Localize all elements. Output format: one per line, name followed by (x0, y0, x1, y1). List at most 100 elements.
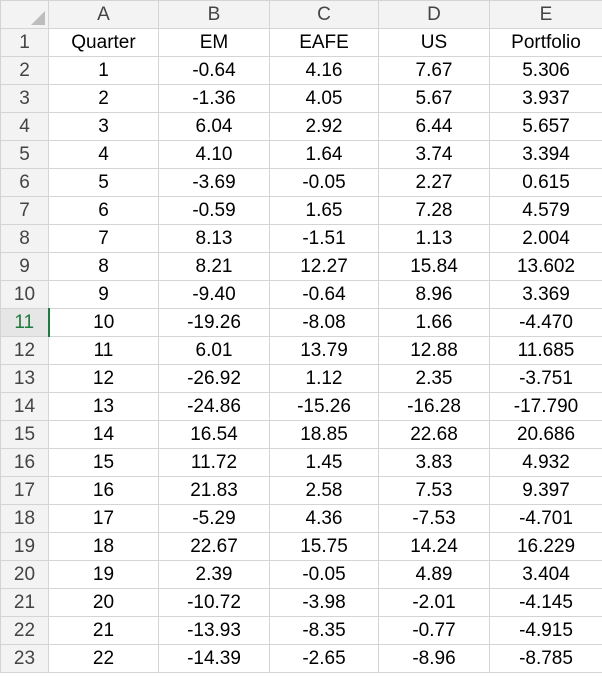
cell-em[interactable]: 8.13 (158, 224, 270, 253)
cell-header-quarter[interactable]: Quarter (48, 28, 159, 57)
row-header[interactable]: 20 (0, 560, 49, 589)
cell-us[interactable]: 4.89 (378, 560, 490, 589)
cell-quarter[interactable]: 21 (48, 616, 159, 645)
cell-portfolio[interactable]: 5.657 (489, 112, 602, 141)
cell-eafe[interactable]: 1.45 (269, 448, 379, 477)
row-header[interactable]: 21 (0, 588, 49, 617)
column-header-a[interactable]: A (48, 0, 159, 29)
row-header[interactable]: 4 (0, 112, 49, 141)
column-header-e[interactable]: E (489, 0, 602, 29)
cell-us[interactable]: 3.83 (378, 448, 490, 477)
cell-em[interactable]: 6.01 (158, 336, 270, 365)
cell-em[interactable]: -19.26 (158, 308, 270, 337)
cell-eafe[interactable]: -3.98 (269, 588, 379, 617)
cell-eafe[interactable]: -0.64 (269, 280, 379, 309)
cell-em[interactable]: 4.10 (158, 140, 270, 169)
cell-em[interactable]: -14.39 (158, 644, 270, 673)
cell-us[interactable]: 15.84 (378, 252, 490, 281)
row-header[interactable]: 22 (0, 616, 49, 645)
row-header[interactable]: 8 (0, 224, 49, 253)
row-header[interactable]: 6 (0, 168, 49, 197)
cell-portfolio[interactable]: 20.686 (489, 420, 602, 449)
cell-quarter[interactable]: 1 (48, 56, 159, 85)
cell-us[interactable]: 12.88 (378, 336, 490, 365)
cell-us[interactable]: 7.53 (378, 476, 490, 505)
cell-quarter[interactable]: 10 (48, 308, 159, 337)
row-header[interactable]: 17 (0, 476, 49, 505)
cell-portfolio[interactable]: 4.579 (489, 196, 602, 225)
cell-portfolio[interactable]: 16.229 (489, 532, 602, 561)
cell-em[interactable]: 11.72 (158, 448, 270, 477)
row-header[interactable]: 9 (0, 252, 49, 281)
row-header[interactable]: 7 (0, 196, 49, 225)
cell-portfolio[interactable]: 11.685 (489, 336, 602, 365)
row-header[interactable]: 10 (0, 280, 49, 309)
cell-quarter[interactable]: 3 (48, 112, 159, 141)
cell-portfolio[interactable]: -4.470 (489, 308, 602, 337)
cell-em[interactable]: 22.67 (158, 532, 270, 561)
cell-eafe[interactable]: -8.08 (269, 308, 379, 337)
cell-eafe[interactable]: -0.05 (269, 560, 379, 589)
cell-eafe[interactable]: 2.92 (269, 112, 379, 141)
cell-portfolio[interactable]: 2.004 (489, 224, 602, 253)
select-all-corner[interactable] (0, 0, 49, 29)
cell-eafe[interactable]: 12.27 (269, 252, 379, 281)
cell-em[interactable]: 2.39 (158, 560, 270, 589)
cell-eafe[interactable]: 13.79 (269, 336, 379, 365)
cell-quarter[interactable]: 15 (48, 448, 159, 477)
row-header[interactable]: 5 (0, 140, 49, 169)
cell-quarter[interactable]: 17 (48, 504, 159, 533)
cell-us[interactable]: -0.77 (378, 616, 490, 645)
column-header-d[interactable]: D (378, 0, 490, 29)
cell-portfolio[interactable]: 13.602 (489, 252, 602, 281)
cell-us[interactable]: 1.66 (378, 308, 490, 337)
cell-eafe[interactable]: 4.05 (269, 84, 379, 113)
cell-us[interactable]: 22.68 (378, 420, 490, 449)
cell-portfolio[interactable]: 3.404 (489, 560, 602, 589)
cell-quarter[interactable]: 2 (48, 84, 159, 113)
cell-eafe[interactable]: 1.12 (269, 364, 379, 393)
cell-em[interactable]: 6.04 (158, 112, 270, 141)
cell-us[interactable]: -16.28 (378, 392, 490, 421)
cell-em[interactable]: -3.69 (158, 168, 270, 197)
row-header[interactable]: 1 (0, 28, 49, 57)
cell-eafe[interactable]: -8.35 (269, 616, 379, 645)
cell-quarter[interactable]: 6 (48, 196, 159, 225)
cell-us[interactable]: 2.27 (378, 168, 490, 197)
cell-us[interactable]: 7.67 (378, 56, 490, 85)
row-header[interactable]: 23 (0, 644, 49, 673)
cell-quarter[interactable]: 14 (48, 420, 159, 449)
cell-us[interactable]: 6.44 (378, 112, 490, 141)
cell-quarter[interactable]: 7 (48, 224, 159, 253)
cell-portfolio[interactable]: 9.397 (489, 476, 602, 505)
cell-header-em[interactable]: EM (158, 28, 270, 57)
cell-us[interactable]: 3.74 (378, 140, 490, 169)
cell-quarter[interactable]: 9 (48, 280, 159, 309)
cell-portfolio[interactable]: 3.369 (489, 280, 602, 309)
cell-eafe[interactable]: 15.75 (269, 532, 379, 561)
cell-quarter[interactable]: 11 (48, 336, 159, 365)
cell-portfolio[interactable]: 3.394 (489, 140, 602, 169)
cell-eafe[interactable]: 4.16 (269, 56, 379, 85)
cell-us[interactable]: -7.53 (378, 504, 490, 533)
cell-eafe[interactable]: 2.58 (269, 476, 379, 505)
cell-em[interactable]: 21.83 (158, 476, 270, 505)
cell-eafe[interactable]: 18.85 (269, 420, 379, 449)
cell-us[interactable]: -8.96 (378, 644, 490, 673)
cell-em[interactable]: -24.86 (158, 392, 270, 421)
cell-eafe[interactable]: -2.65 (269, 644, 379, 673)
cell-em[interactable]: 8.21 (158, 252, 270, 281)
cell-em[interactable]: -0.59 (158, 196, 270, 225)
cell-us[interactable]: -2.01 (378, 588, 490, 617)
cell-quarter[interactable]: 8 (48, 252, 159, 281)
cell-quarter[interactable]: 19 (48, 560, 159, 589)
cell-eafe[interactable]: 1.64 (269, 140, 379, 169)
cell-us[interactable]: 8.96 (378, 280, 490, 309)
cell-quarter[interactable]: 4 (48, 140, 159, 169)
column-header-b[interactable]: B (158, 0, 270, 29)
row-header[interactable]: 14 (0, 392, 49, 421)
cell-em[interactable]: -9.40 (158, 280, 270, 309)
cell-em[interactable]: 16.54 (158, 420, 270, 449)
cell-portfolio[interactable]: 4.932 (489, 448, 602, 477)
cell-us[interactable]: 5.67 (378, 84, 490, 113)
